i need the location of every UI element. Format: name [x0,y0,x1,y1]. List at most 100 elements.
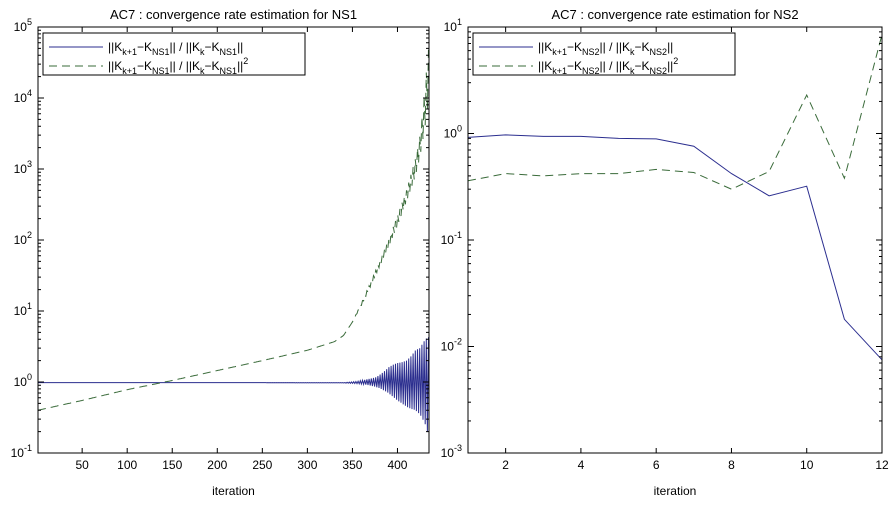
legend-label-part: k+1 [122,47,137,57]
x-tick-label: 4 [578,458,585,472]
y-tick-label: 100 [14,372,32,389]
y-tick-exponent: -1 [24,443,32,453]
legend-label-part: k [200,66,205,76]
series-1-path [38,337,429,433]
y-tick-label: 102 [14,230,32,247]
y-tick-label: 10-2 [441,337,462,354]
x-tick-label: 100 [117,458,137,472]
chart-title: AC7 : convergence rate estimation for NS… [110,7,357,22]
legend-box [472,32,736,76]
legend-label-part: || / ||K [600,40,630,54]
legend-label-part: NS1 [220,47,238,57]
legend-label-part: ||K [108,40,122,54]
x-axis-label: iteration [654,484,697,498]
y-tick-base: 10 [441,340,455,354]
x-tick-label: 200 [207,458,227,472]
legend-label-1: ||Kk+1−KNS1|| / ||Kk−KNS1|| [108,40,243,57]
legend-label-part: NS1 [152,66,170,76]
legend-label-part: −K [137,59,152,73]
x-tick-label: 150 [162,458,182,472]
legend-label-part: 2 [673,56,678,66]
legend-label-part: NS2 [650,47,668,57]
legend-label-2: ||Kk+1−KNS1|| / ||Kk−KNS1||2 [108,56,248,76]
y-tick-base: 10 [14,91,28,105]
legend-label-part: NS1 [220,66,238,76]
x-tick-label: 300 [297,458,317,472]
legend-label-part: k+1 [552,47,567,57]
x-tick-label: 2 [502,458,509,472]
y-tick-base: 10 [441,446,455,460]
y-tick-exponent: 0 [27,372,32,382]
y-tick-label: 103 [14,159,32,176]
y-tick-exponent: 3 [27,159,32,169]
x-tick-label: 250 [252,458,272,472]
y-tick-exponent: 1 [27,301,32,311]
x-axis-label: iteration [212,484,255,498]
x-tick-label: 8 [728,458,735,472]
x-tick-label: 400 [387,458,407,472]
y-tick-label: 10-3 [441,443,462,460]
y-tick-base: 10 [14,304,28,318]
legend: ||Kk+1−KNS2|| / ||Kk−KNS2||||Kk+1−KNS2||… [472,32,736,76]
series-1-line [38,337,429,433]
y-tick-base: 10 [441,233,455,247]
y-tick-exponent: 2 [27,230,32,240]
y-tick-exponent: -1 [454,230,462,240]
legend-label-part: NS2 [582,66,600,76]
y-tick-label: 10-1 [11,443,32,460]
y-tick-label: 101 [444,17,462,34]
y-tick-exponent: 0 [457,124,462,134]
y-tick-base: 10 [444,20,458,34]
legend-label-part: −K [567,40,582,54]
legend-label-part: || / ||K [170,40,200,54]
legend-label-part: NS2 [582,47,600,57]
legend-label-part: || [237,59,243,73]
legend-label-part: 2 [243,56,248,66]
legend-label-part: −K [205,59,220,73]
legend-label-part: −K [205,40,220,54]
series-2-line [38,48,429,411]
y-tick-base: 10 [14,20,28,34]
legend-label-1: ||Kk+1−KNS2|| / ||Kk−KNS2|| [538,40,673,57]
legend-label-part: || [667,40,673,54]
series-2-path [38,48,429,411]
series-1-path [468,134,882,361]
legend-box [42,32,306,76]
legend-label-2: ||Kk+1−KNS2|| / ||Kk−KNS2||2 [538,56,678,76]
legend-label-part: −K [635,40,650,54]
legend-label-part: −K [635,59,650,73]
legend-label-part: ||K [108,59,122,73]
legend-label-part: || [237,40,243,54]
legend-label-part: k [630,66,635,76]
legend-label-part: || / ||K [170,59,200,73]
y-tick-exponent: 4 [27,88,32,98]
legend-label-part: k+1 [552,66,567,76]
y-tick-base: 10 [14,162,28,176]
y-tick-base: 10 [444,127,458,141]
chart-panel-2: AC7 : convergence rate estimation for NS… [441,7,889,498]
series-2-path [468,34,882,190]
y-tick-label: 100 [444,124,462,141]
y-tick-label: 101 [14,301,32,318]
legend-label-part: NS2 [650,66,668,76]
x-tick-label: 12 [875,458,889,472]
series-1-line [468,134,882,361]
y-tick-base: 10 [14,233,28,247]
plot-area-frame [37,26,430,454]
legend-label-part: ||K [538,59,552,73]
x-tick-label: 6 [653,458,660,472]
legend-label-part: −K [567,59,582,73]
legend-label-part: k [630,47,635,57]
series-2-line [468,34,882,190]
y-tick-base: 10 [14,375,28,389]
x-tick-label: 350 [342,458,362,472]
plot-area-frame [467,26,883,454]
y-tick-exponent: -2 [454,337,462,347]
legend-label-part: NS1 [152,47,170,57]
y-tick-exponent: -3 [454,443,462,453]
x-tick-label: 10 [800,458,814,472]
legend-label-part: ||K [538,40,552,54]
x-tick-label: 50 [75,458,89,472]
